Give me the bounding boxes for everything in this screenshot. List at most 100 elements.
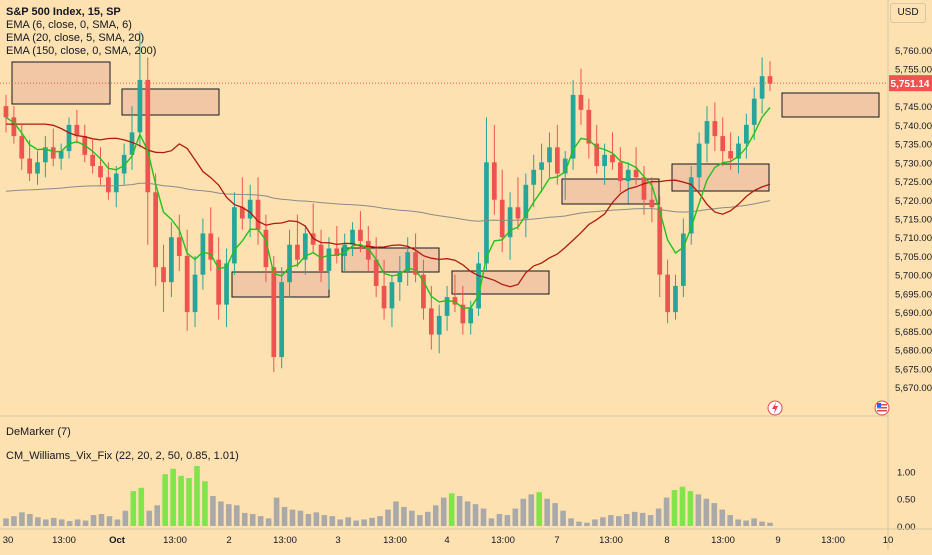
time-tick-label: 13:00 xyxy=(491,535,515,546)
candle xyxy=(389,274,395,328)
candle-body xyxy=(665,274,670,313)
candle xyxy=(43,136,48,178)
price-axis[interactable]: 5,670.00 5,675.00 5,680.00 5,685.00 5,690.00… xyxy=(895,46,932,533)
candle-body xyxy=(287,244,292,283)
candle xyxy=(232,192,237,275)
demarker-legend[interactable]: DeMarker (7) xyxy=(6,426,71,438)
candle-body xyxy=(302,233,308,260)
vix-bar xyxy=(448,493,455,526)
vix-bar xyxy=(170,468,176,526)
candle-body xyxy=(625,169,631,182)
candle xyxy=(507,192,513,260)
candle-body xyxy=(106,177,111,193)
vix-bar xyxy=(19,512,25,526)
candle-body xyxy=(720,136,726,152)
candle-body xyxy=(161,267,166,283)
price-tick-label: 5,675.00 xyxy=(895,364,932,375)
vix-tick-label: 0.00 xyxy=(897,522,916,533)
vix-layer xyxy=(3,466,773,526)
alert-icon[interactable] xyxy=(767,400,783,416)
candle-body xyxy=(436,315,442,335)
candle-body xyxy=(680,233,686,286)
vix-bar xyxy=(623,514,630,526)
candle xyxy=(625,162,631,204)
candle xyxy=(58,143,64,170)
candle-body xyxy=(232,207,237,264)
supply-demand-zone xyxy=(121,88,220,116)
candle-body xyxy=(263,229,269,268)
candle-body xyxy=(11,117,17,137)
vix-bar xyxy=(616,516,622,526)
vix-bar xyxy=(186,478,192,526)
time-tick-label: 7 xyxy=(554,535,559,546)
price-tick-label: 5,690.00 xyxy=(895,308,932,319)
ema-slow-legend[interactable]: EMA (150, close, 0, SMA, 200) xyxy=(6,45,157,57)
vix-bar xyxy=(536,492,542,526)
candle xyxy=(98,147,103,185)
vix-bar xyxy=(43,519,49,526)
currency-button[interactable]: USD xyxy=(890,3,926,23)
candle-body xyxy=(200,233,206,275)
candle xyxy=(704,106,710,163)
vix-bar xyxy=(568,518,574,526)
candle-body xyxy=(594,143,600,167)
candle xyxy=(295,214,300,268)
candle-body xyxy=(759,76,765,99)
candle xyxy=(113,166,119,208)
candle-body xyxy=(113,173,119,193)
price-tick-label: 5,730.00 xyxy=(895,158,932,169)
vix-bar xyxy=(671,490,678,526)
vix-bar xyxy=(528,494,535,526)
candle-body xyxy=(578,94,584,110)
vix-tick-label: 0.50 xyxy=(897,495,916,506)
candle-body xyxy=(129,132,135,155)
price-tick-label: 5,700.00 xyxy=(895,271,932,282)
price-tick-label: 5,745.00 xyxy=(895,102,932,113)
ema-fast-legend[interactable]: EMA (6, close, 0, SMA, 6) xyxy=(6,19,132,31)
vix-bar xyxy=(456,496,463,526)
vix-bar xyxy=(265,518,272,526)
candle-body xyxy=(74,124,80,137)
candle-body xyxy=(66,124,72,152)
vix-bar xyxy=(58,519,65,526)
time-tick-label: 8 xyxy=(664,535,669,546)
vix-bar xyxy=(202,481,208,526)
candle xyxy=(539,143,544,193)
candle xyxy=(712,102,718,152)
candle-body xyxy=(696,143,702,178)
us-flag-icon xyxy=(874,400,890,416)
vix-bar xyxy=(90,515,97,526)
candle-body xyxy=(239,207,245,219)
candle-body xyxy=(751,98,757,125)
vix-bar xyxy=(751,518,757,526)
candle xyxy=(759,57,765,114)
candle xyxy=(271,255,277,373)
vix-bar xyxy=(727,515,733,526)
candle-body xyxy=(413,252,418,275)
vix-bar xyxy=(218,501,224,526)
vix-bar xyxy=(114,519,121,526)
candle-body xyxy=(657,207,663,275)
vix-bar xyxy=(210,496,216,526)
vix-bar xyxy=(27,514,33,526)
candle-body xyxy=(491,162,497,200)
vix-bar xyxy=(305,514,312,526)
last-price-badge xyxy=(889,75,932,92)
time-tick-label: 13:00 xyxy=(599,535,623,546)
candle-body xyxy=(169,237,174,283)
candle xyxy=(302,225,308,275)
candle xyxy=(326,237,332,290)
ema-mid-legend[interactable]: EMA (20, close, 5, SMA, 20) xyxy=(6,32,145,44)
symbol-title[interactable]: S&P 500 Index, 15, SP xyxy=(6,6,121,18)
candle xyxy=(66,117,72,159)
candle-body xyxy=(192,274,198,313)
candle xyxy=(547,132,552,178)
price-tick-label: 5,710.00 xyxy=(895,233,932,244)
candle xyxy=(255,177,261,245)
candle xyxy=(531,154,537,208)
price-tick-label: 5,735.00 xyxy=(895,140,932,151)
vix-fix-legend[interactable]: CM_Williams_Vix_Fix (22, 20, 2, 50, 0.85… xyxy=(6,450,239,462)
candle xyxy=(287,229,292,298)
